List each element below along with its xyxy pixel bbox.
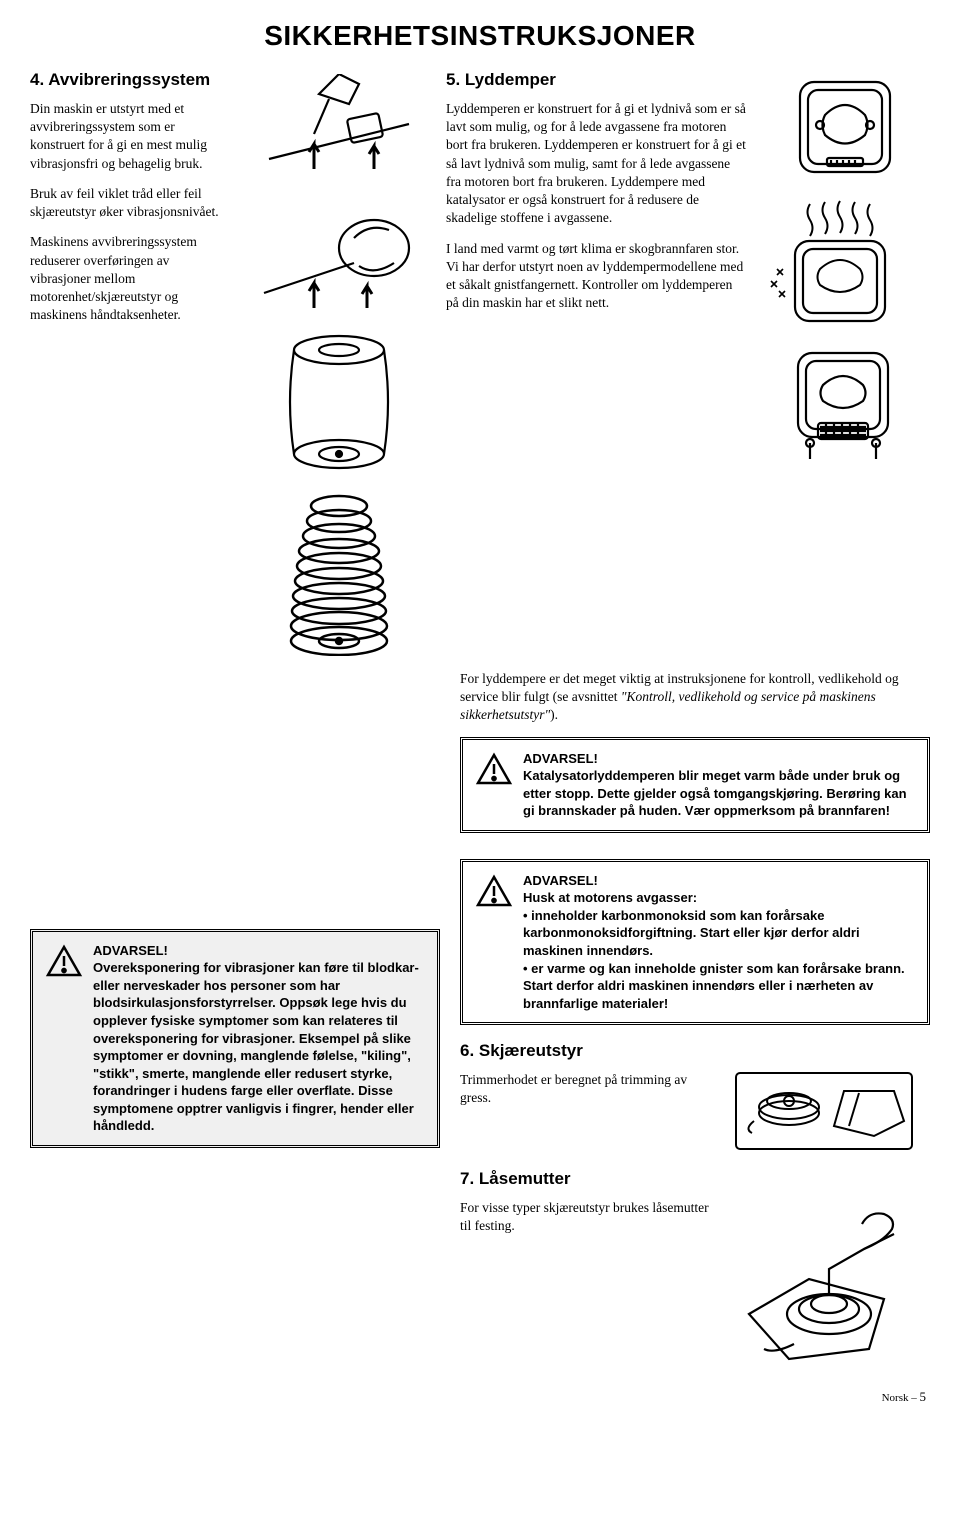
muffler-top-icon: [775, 70, 915, 185]
warning-triangle-icon: [45, 944, 83, 978]
warning-exhaust: ADVARSEL! Husk at motorens avgasser: • i…: [460, 859, 930, 1025]
engine-damper-icon: [259, 208, 419, 318]
footer-lang: Norsk –: [882, 1392, 920, 1404]
section-5-heading: 5. Lyddemper: [446, 70, 746, 90]
spring-damper-icon: [264, 486, 414, 656]
footer-page: 5: [920, 1389, 927, 1404]
muffler-heat-icon: [765, 199, 925, 329]
section-7-text: For visse typer skjæreutstyr brukes låse…: [460, 1199, 720, 1247]
section-6-row: Trimmerhodet er beregnet på trimming av …: [460, 1071, 930, 1151]
section-6-text: Trimmerhodet er beregnet på trimming av …: [460, 1071, 720, 1119]
section-7-heading: 7. Låsemutter: [460, 1169, 930, 1189]
section-4-p1: Din maskin er utstyrt med et avvibrering…: [30, 100, 232, 173]
page-footer: Norsk – 5: [30, 1389, 930, 1405]
section-6-heading: 6. Skjæreutstyr: [460, 1041, 930, 1061]
warning-body: Overeksponering for vibrasjoner kan føre…: [93, 960, 419, 1133]
warning-bullet-2: • er varme og kan inneholde gnister som …: [523, 960, 915, 1013]
handle-damper-icon: [259, 74, 419, 194]
section-5-figures: [760, 70, 930, 670]
warning-vibration: ADVARSEL! Overeksponering for vibrasjone…: [30, 929, 440, 1148]
warning-vibration-text: ADVARSEL! Overeksponering for vibrasjone…: [93, 942, 425, 1135]
bottom-right: ADVARSEL! Husk at motorens avgasser: • i…: [460, 849, 930, 1369]
section-5-p3c: ).: [550, 707, 558, 722]
warning-title: ADVARSEL!: [523, 750, 915, 768]
section-6-p: Trimmerhodet er beregnet på trimming av …: [460, 1071, 720, 1107]
section-7-p: For visse typer skjæreutstyr brukes låse…: [460, 1199, 720, 1235]
section-5-p3-wrap: For lyddempere er det meget viktig at in…: [460, 670, 930, 833]
warning-lead: Husk at motorens avgasser:: [523, 889, 915, 907]
section-5-p2: I land med varmt og tørt klima er skogbr…: [446, 240, 746, 313]
section-5-p1: Lyddemperen er konstruert for å gi et ly…: [446, 100, 746, 228]
warning-catalytic: ADVARSEL! Katalysatorlyddemperen blir me…: [460, 737, 930, 833]
bottom-left: ADVARSEL! Overeksponering for vibrasjone…: [30, 849, 440, 1369]
section-5: 5. Lyddemper Lyddemperen er konstruert f…: [446, 70, 930, 670]
section-4-p2: Bruk av feil viklet tråd eller feil skjæ…: [30, 185, 232, 221]
warning-triangle-icon: [475, 874, 513, 908]
section-4-p3: Maskinens avvibreringssystem reduserer o…: [30, 233, 232, 324]
locknut-icon: [734, 1199, 914, 1369]
warning-body: Katalysatorlyddemperen blir meget varm b…: [523, 768, 907, 818]
warning-title: ADVARSEL!: [93, 942, 425, 960]
section-7-row: For visse typer skjæreutstyr brukes låse…: [460, 1199, 930, 1369]
section-5-text: 5. Lyddemper Lyddemperen er konstruert f…: [446, 70, 746, 670]
section-4-heading: 4. Avvibreringssystem: [30, 70, 232, 90]
bottom-row: ADVARSEL! Overeksponering for vibrasjone…: [30, 849, 930, 1369]
warning-bullet-1: • inneholder karbonmonoksid som kan forå…: [523, 907, 915, 960]
page-title: SIKKERHETSINSTRUKSJONER: [30, 20, 930, 52]
muffler-spark-screen-icon: [770, 343, 920, 463]
isolator-mount-icon: [264, 332, 414, 472]
top-columns: 4. Avvibreringssystem Din maskin er utst…: [30, 70, 930, 670]
warning-triangle-icon: [475, 752, 513, 786]
warning-catalytic-text: ADVARSEL! Katalysatorlyddemperen blir me…: [523, 750, 915, 820]
section-5-p3: For lyddempere er det meget viktig at in…: [460, 670, 930, 725]
warning-title: ADVARSEL!: [523, 872, 915, 890]
trimmer-head-icon: [734, 1071, 914, 1151]
warning-exhaust-text: ADVARSEL! Husk at motorens avgasser: • i…: [523, 872, 915, 1012]
section-4-text: 4. Avvibreringssystem Din maskin er utst…: [30, 70, 232, 670]
section-4-figures: [252, 70, 426, 670]
